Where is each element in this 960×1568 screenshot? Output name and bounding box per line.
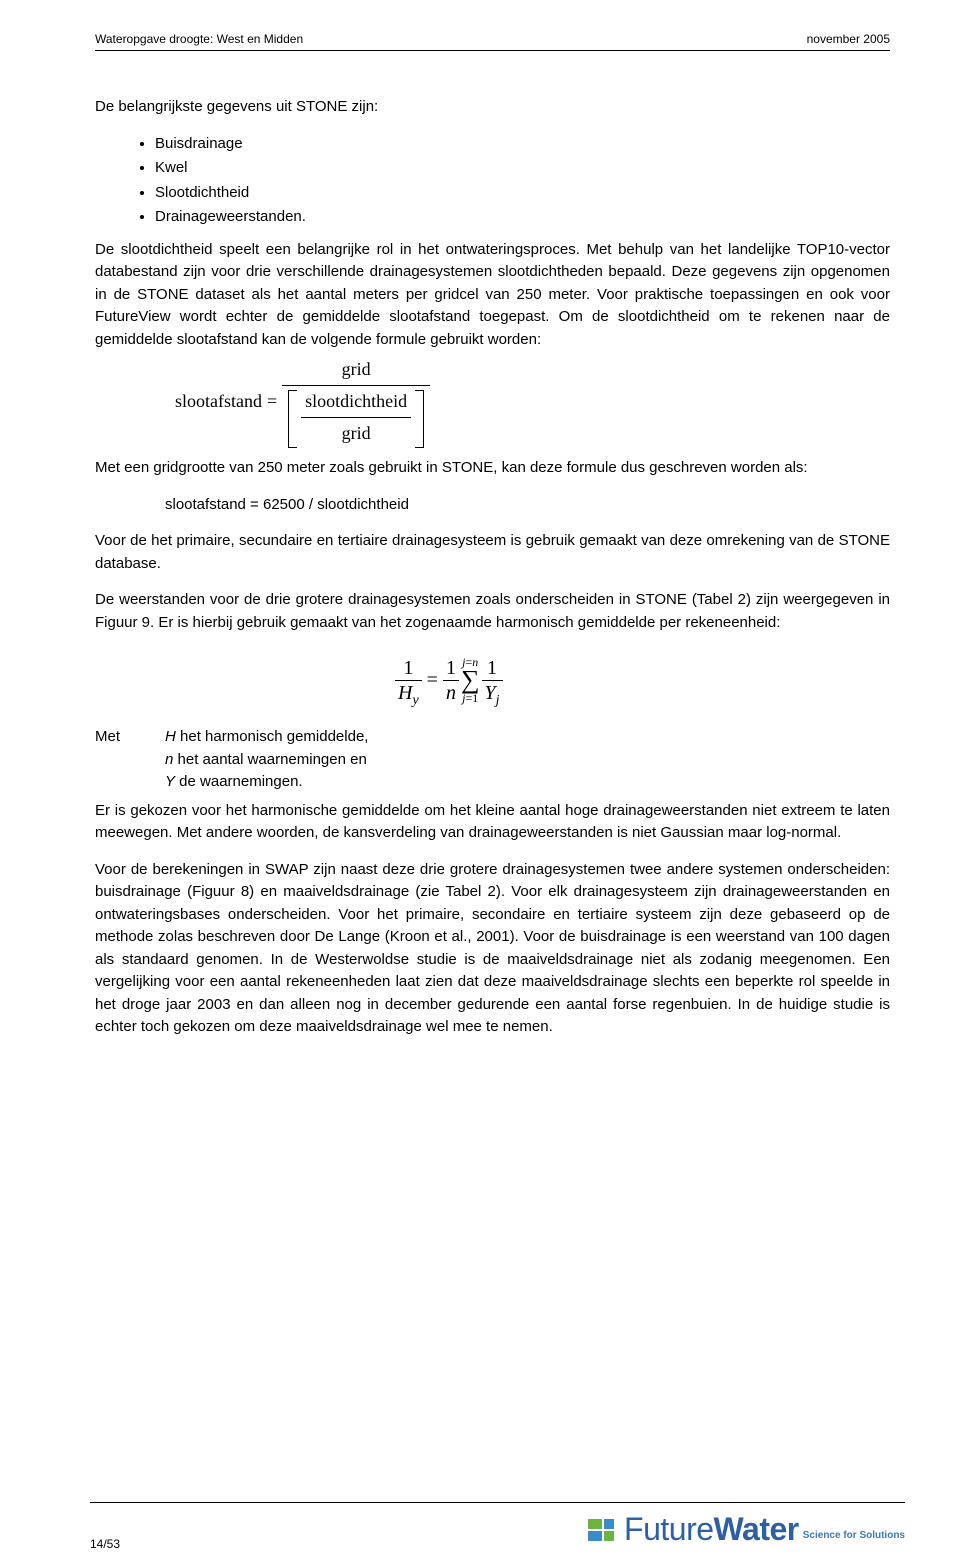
page-number: 14/53 (90, 1535, 120, 1553)
equals-sign: = (267, 388, 277, 415)
met-line-2: n het aantal waarnemingen en (165, 749, 890, 772)
formula-harmonic-mean: 1 Hy = 1 n j=n ∑ j=1 1 Yj (95, 648, 890, 712)
futurewater-logo: FutureWater Science for Solutions (588, 1505, 905, 1553)
frac-1-over-Hy: 1 Hy (395, 657, 422, 704)
outer-fraction: grid slootdichtheid grid (282, 356, 430, 447)
inner-numerator: slootdichtheid (301, 388, 411, 418)
met-label: Met (95, 726, 165, 749)
met-line-1: H het harmonisch gemiddelde, (165, 726, 890, 749)
list-item: Drainageweerstanden. (155, 206, 890, 229)
header-right: november 2005 (807, 30, 890, 48)
fraction-denominator: slootdichtheid grid (282, 386, 430, 447)
met-line-3: Y de waarnemingen. (165, 771, 890, 794)
formula-62500: slootafstand = 62500 / slootdichtheid (95, 494, 890, 517)
inner-fraction: slootdichtheid grid (301, 388, 411, 447)
frac-1-over-n: 1 n (443, 657, 459, 704)
summation-symbol: j=n ∑ j=1 (461, 656, 480, 703)
frac-1-over-Yj: 1 Yj (482, 657, 503, 704)
logo-tagline: Science for Solutions (803, 1528, 905, 1543)
equals-sign: = (427, 665, 438, 695)
formula-lhs: slootafstand (175, 388, 262, 415)
intro-paragraph: De belangrijkste gegevens uit STONE zijn… (95, 96, 890, 119)
variable-definitions: Met H het harmonisch gemiddelde, n het a… (95, 726, 890, 794)
fraction-numerator: grid (282, 356, 430, 386)
list-item: Slootdichtheid (155, 182, 890, 205)
header-left: Wateropgave droogte: West en Midden (95, 30, 303, 48)
paragraph-5: Er is gekozen voor het harmonische gemid… (95, 800, 890, 845)
logo-icon (588, 1519, 620, 1543)
paragraph-4: De weerstanden voor de drie grotere drai… (95, 589, 890, 634)
bracket-left (288, 390, 297, 448)
logo-text: FutureWater (624, 1505, 799, 1553)
page-header: Wateropgave droogte: West en Midden nove… (95, 30, 890, 51)
bracket-right (415, 390, 424, 448)
paragraph-6: Voor de berekeningen in SWAP zijn naast … (95, 859, 890, 1039)
list-item: Buisdrainage (155, 133, 890, 156)
inner-denominator: grid (301, 418, 411, 447)
stone-data-list: Buisdrainage Kwel Slootdichtheid Drainag… (95, 133, 890, 229)
formula-slootafstand: slootafstand = grid slootdichtheid grid (175, 369, 890, 433)
list-item: Kwel (155, 157, 890, 180)
paragraph-2: Met een gridgrootte van 250 meter zoals … (95, 457, 890, 480)
paragraph-3: Voor de het primaire, secundaire en tert… (95, 530, 890, 575)
page-footer: 14/53 FutureWater Science for Solutions (90, 1502, 905, 1553)
paragraph-1: De slootdichtheid speelt een belangrijke… (95, 239, 890, 352)
